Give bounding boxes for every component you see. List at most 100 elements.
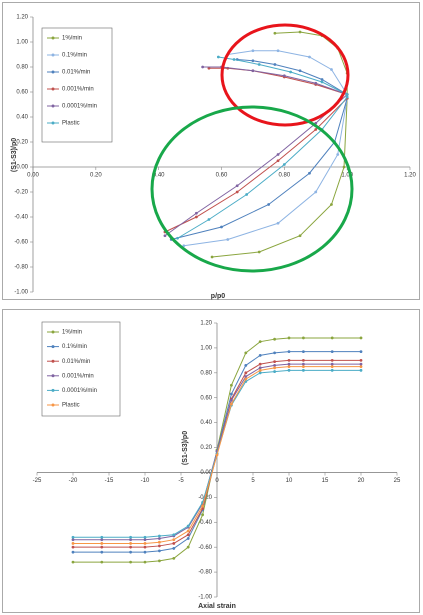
legend-marker xyxy=(51,87,55,91)
data-point xyxy=(273,360,276,364)
legend-label: 1%/min xyxy=(62,36,82,42)
data-point xyxy=(143,542,147,545)
data-point xyxy=(176,236,179,240)
data-point xyxy=(258,371,262,375)
data-point xyxy=(143,538,147,542)
data-point xyxy=(287,358,291,362)
data-point xyxy=(220,225,223,229)
data-point xyxy=(100,560,104,564)
data-point xyxy=(287,336,291,340)
series-line xyxy=(171,59,348,240)
data-point xyxy=(207,66,211,70)
y-tick-label: 0.00 xyxy=(200,470,212,476)
data-point xyxy=(302,362,305,366)
data-point xyxy=(251,69,255,73)
data-point xyxy=(244,351,248,355)
data-point xyxy=(330,362,334,366)
data-point xyxy=(129,550,133,554)
data-point xyxy=(276,153,280,156)
data-point xyxy=(186,524,190,528)
data-point xyxy=(172,556,176,560)
y-tick-label: -1.00 xyxy=(14,290,28,296)
legend-box xyxy=(41,321,121,417)
y-tick-label: 0.80 xyxy=(200,370,212,376)
data-point xyxy=(257,250,261,254)
x-tick-label: -5 xyxy=(178,478,184,484)
x-tick-label: 15 xyxy=(322,478,329,484)
data-point xyxy=(298,30,302,34)
data-point xyxy=(100,545,104,549)
series-line xyxy=(183,50,348,247)
y-tick-label: 0.60 xyxy=(200,395,212,401)
data-point xyxy=(258,340,262,344)
y-tick-label: -0.40 xyxy=(198,520,212,526)
y-tick-label: -1.00 xyxy=(198,595,212,601)
legend-label: 0.1%/min xyxy=(62,53,87,59)
series-line xyxy=(177,56,348,239)
data-point xyxy=(308,171,311,175)
x-tick-label: -25 xyxy=(33,478,42,484)
data-point xyxy=(201,504,205,508)
y-axis-title: (S1-S3)/p0 xyxy=(182,431,189,465)
legend-label: 0.01%/min xyxy=(62,70,90,76)
data-point xyxy=(302,350,305,354)
data-point xyxy=(158,534,161,538)
x-tick-label: 0.00 xyxy=(27,173,39,179)
data-point xyxy=(235,190,239,194)
data-point xyxy=(273,351,276,355)
x-tick-label: -15 xyxy=(105,478,114,484)
data-point xyxy=(245,193,249,196)
data-point xyxy=(129,545,133,549)
data-point xyxy=(244,363,248,367)
data-point xyxy=(172,547,176,550)
legend-marker xyxy=(51,403,55,407)
data-point xyxy=(158,537,161,540)
y-tick-label: -0.20 xyxy=(14,190,28,196)
y-tick-label: 0.80 xyxy=(16,65,28,71)
data-point xyxy=(201,65,205,69)
data-point xyxy=(210,255,214,259)
data-point xyxy=(232,58,236,61)
data-point xyxy=(251,59,255,63)
data-point xyxy=(230,383,233,387)
data-point xyxy=(330,365,334,368)
data-point xyxy=(330,68,333,71)
legend-marker xyxy=(51,70,55,74)
x-tick-label: 20 xyxy=(358,478,365,484)
data-point xyxy=(186,533,190,537)
y-tick-label: 0.20 xyxy=(16,140,28,146)
data-point xyxy=(230,398,233,402)
x-tick-label: 0.80 xyxy=(278,173,290,179)
data-point xyxy=(100,542,104,545)
data-point xyxy=(276,159,280,163)
x-tick-label: 1.20 xyxy=(404,173,416,179)
data-point xyxy=(143,545,147,549)
data-point xyxy=(273,31,277,35)
y-tick-label: -0.40 xyxy=(14,215,28,221)
data-point xyxy=(71,535,75,539)
x-tick-label: 10 xyxy=(286,478,293,484)
y-tick-label: 1.00 xyxy=(16,40,28,46)
x-tick-label: 5 xyxy=(251,478,255,484)
data-point xyxy=(345,95,349,99)
legend-marker xyxy=(51,359,55,363)
data-point xyxy=(158,559,161,563)
data-point xyxy=(359,365,363,368)
y-tick-label: 0.00 xyxy=(16,165,28,171)
y-axis-title: (S1-S3)/p0 xyxy=(11,138,18,172)
data-point xyxy=(71,550,75,554)
data-point xyxy=(267,203,271,206)
legend-label: 1%/min xyxy=(62,330,82,336)
x-tick-label: 25 xyxy=(394,478,401,484)
data-point xyxy=(273,366,276,370)
legend-marker xyxy=(51,36,55,40)
data-point xyxy=(215,453,219,457)
y-tick-label: -0.60 xyxy=(198,545,212,551)
data-point xyxy=(282,74,286,78)
data-point xyxy=(143,550,147,554)
data-point xyxy=(216,55,220,59)
data-point xyxy=(258,368,262,372)
legend-label: 0.1%/min xyxy=(62,344,87,350)
legend-label: Plastic xyxy=(62,403,80,409)
data-point xyxy=(172,538,176,542)
